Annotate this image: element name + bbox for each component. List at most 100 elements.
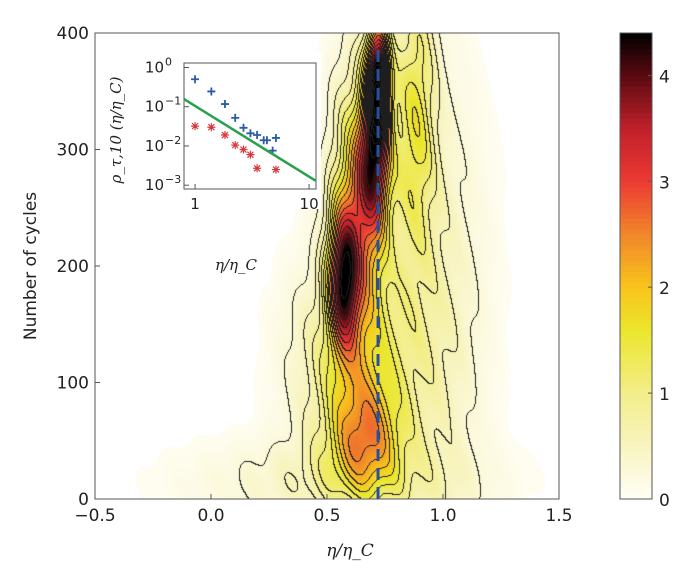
- red-asterisk-point: [191, 122, 200, 131]
- colorbar-tick-label: 2: [659, 279, 670, 299]
- colorbar-segment: [620, 477, 652, 484]
- colorbar-segment: [620, 371, 652, 378]
- blue-plus-point: [231, 113, 240, 122]
- colorbar-segment: [620, 59, 652, 66]
- colorbar-segment: [620, 403, 652, 410]
- x-tick-label: 1.5: [545, 506, 572, 526]
- colorbar-segment: [620, 170, 652, 177]
- y-tick-label: 0: [78, 490, 89, 510]
- colorbar-segment: [620, 260, 652, 267]
- inset-y-tick-label: 10: [145, 98, 164, 116]
- blue-plus-point: [220, 100, 229, 109]
- colorbar-segment: [620, 377, 652, 384]
- colorbar-segment: [620, 361, 652, 368]
- colorbar-segment: [620, 414, 652, 421]
- colorbar-segment: [620, 38, 652, 45]
- inset-y-tick-exponent: −3: [165, 173, 181, 186]
- colorbar-segment: [620, 424, 652, 431]
- colorbar-segment: [620, 123, 652, 129]
- colorbar-segment: [620, 107, 652, 114]
- blue-plus-point: [253, 131, 262, 140]
- inset-x-tick-label: 1: [190, 195, 200, 213]
- colorbar-segment: [620, 446, 652, 452]
- colorbar-segment: [620, 340, 652, 347]
- inset-x-label: η/η_C: [215, 256, 258, 274]
- colorbar-segment: [620, 112, 652, 119]
- red-asterisk-point: [239, 145, 248, 154]
- y-tick-label: 100: [57, 374, 89, 394]
- blue-plus-point: [191, 75, 200, 84]
- green-fit-line: [183, 97, 317, 182]
- x-axis-label: η/η_C: [326, 541, 374, 561]
- colorbar-segment: [620, 387, 652, 394]
- colorbar-segment: [620, 181, 652, 188]
- inset-y-tick-label: 10: [145, 58, 164, 76]
- colorbar-segment: [620, 48, 652, 55]
- colorbar-tick-label: 4: [659, 67, 670, 87]
- colorbar-segment: [620, 138, 652, 145]
- colorbar-segment: [620, 144, 652, 151]
- y-tick-label: 400: [57, 24, 89, 44]
- colorbar-segment: [620, 461, 652, 468]
- red-asterisk-point: [207, 123, 216, 132]
- colorbar-segment: [620, 467, 652, 474]
- colorbar-segment: [620, 345, 652, 352]
- colorbar-segment: [620, 85, 652, 92]
- colorbar-segment: [620, 250, 652, 257]
- colorbar-segment: [620, 440, 652, 447]
- blue-plus-point: [246, 129, 255, 138]
- colorbar-segment: [620, 128, 652, 135]
- x-tick-label: −0.5: [74, 506, 115, 526]
- colorbar-segment: [620, 393, 652, 399]
- colorbar-segment: [620, 435, 652, 442]
- inset-y-tick-label: 10: [145, 176, 164, 194]
- red-asterisk-point: [271, 165, 280, 174]
- colorbar-segment: [620, 75, 652, 82]
- colorbar-segment: [620, 297, 652, 304]
- blue-plus-point: [239, 123, 248, 132]
- colorbar-segment: [620, 398, 652, 405]
- colorbar-segment: [620, 197, 652, 204]
- colorbar-tick-label: 3: [659, 173, 670, 193]
- colorbar-segment: [620, 313, 652, 320]
- colorbar-segment: [620, 154, 652, 161]
- colorbar-segment: [620, 191, 652, 198]
- colorbar-segment: [620, 165, 652, 172]
- blue-plus-point: [262, 136, 271, 145]
- red-asterisk-point: [231, 141, 240, 150]
- colorbar-segment: [620, 408, 652, 415]
- colorbar-segment: [620, 456, 652, 463]
- inset-y-tick-exponent: 0: [165, 55, 172, 68]
- colorbar-segment: [620, 223, 652, 230]
- colorbar-segment: [620, 54, 652, 61]
- inset-y-label: ρ_τ,10 (η/η_C): [107, 76, 125, 184]
- colorbar-tick-label: 0: [659, 491, 670, 511]
- colorbar-segment: [620, 366, 652, 373]
- colorbar-segment: [620, 493, 652, 500]
- colorbar-segment: [620, 430, 652, 437]
- colorbar-segment: [620, 292, 652, 299]
- inset-x-tick-label: 10: [300, 195, 319, 213]
- y-axis-label: Number of cycles: [21, 192, 41, 340]
- colorbar-tick-label: 1: [659, 385, 670, 405]
- colorbar-segment: [620, 276, 652, 283]
- inset-y-tick-exponent: −1: [165, 95, 181, 108]
- x-tick-label: 0.0: [197, 506, 224, 526]
- colorbar-segment: [620, 133, 652, 140]
- colorbar-segment: [620, 96, 652, 103]
- colorbar-segment: [620, 64, 652, 71]
- y-tick-label: 300: [57, 141, 89, 161]
- colorbar-segment: [620, 334, 652, 341]
- red-asterisk-point: [220, 131, 229, 140]
- colorbar-segment: [620, 350, 652, 357]
- colorbar-segment: [620, 483, 652, 490]
- red-asterisk-point: [253, 164, 262, 173]
- colorbar-segment: [620, 80, 652, 87]
- colorbar-segment: [620, 329, 652, 336]
- colorbar-segment: [620, 244, 652, 251]
- colorbar-segment: [620, 308, 652, 315]
- colorbar-frame: [619, 32, 653, 500]
- colorbar-segment: [620, 324, 652, 331]
